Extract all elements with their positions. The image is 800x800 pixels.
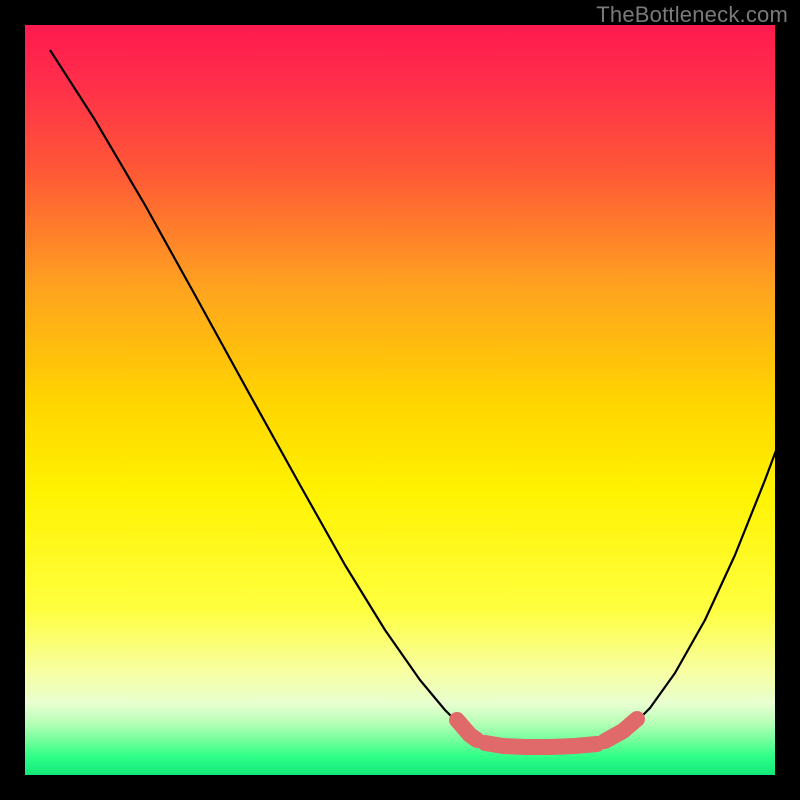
plot-area — [25, 25, 775, 775]
highlight-segment-0 — [457, 720, 477, 740]
highlight-segment-1 — [485, 743, 597, 747]
watermark-text: TheBottleneck.com — [596, 2, 788, 28]
highlight-segment-2 — [605, 719, 637, 741]
bottleneck-curve — [50, 50, 775, 746]
highlight-group — [457, 719, 637, 747]
stage: TheBottleneck.com — [0, 0, 800, 800]
curve-layer — [25, 25, 775, 775]
